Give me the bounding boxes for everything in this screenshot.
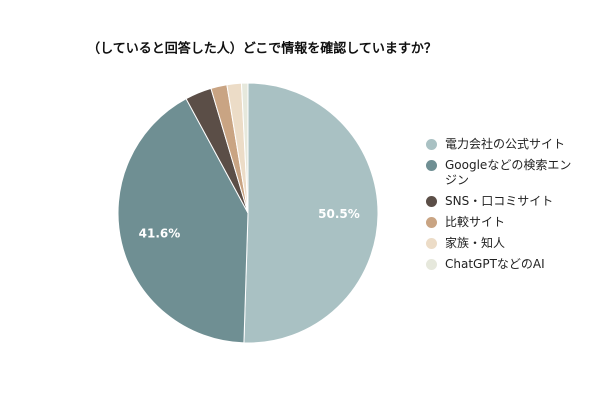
legend-item: 電力会社の公式サイト [426,137,576,152]
legend-swatch [426,139,437,150]
pie-slice [240,82,249,214]
legend-label: 家族・知人 [445,236,506,250]
chart-title: （していると回答した人）どこで情報を確認していますか？ [87,41,437,57]
legend-item: 比較サイト [426,215,576,230]
legend-swatch [426,196,437,207]
legend: 電力会社の公式サイト Googleなどの検索エンジン SNS・口コミサイト 比較サイト… [426,137,576,278]
legend-swatch [426,160,437,171]
data-label: 41.6% [139,226,181,240]
legend-swatch [426,217,437,228]
pie-slice [117,98,249,344]
legend-label: SNS・口コミサイト [445,194,554,208]
legend-item: Googleなどの検索エンジン [426,158,576,188]
data-label: 50.5% [318,207,360,221]
legend-label: Googleなどの検索エンジン [445,158,572,187]
legend-item: ChatGPTなどのAI [426,257,576,272]
legend-label: ChatGPTなどのAI [445,257,545,271]
pie-slice [243,82,379,344]
legend-label: 比較サイト [445,215,506,229]
legend-label: 電力会社の公式サイト [445,137,566,151]
legend-item: SNS・口コミサイト [426,194,576,209]
legend-item: 家族・知人 [426,236,576,251]
legend-swatch [426,259,437,270]
legend-swatch [426,238,437,249]
